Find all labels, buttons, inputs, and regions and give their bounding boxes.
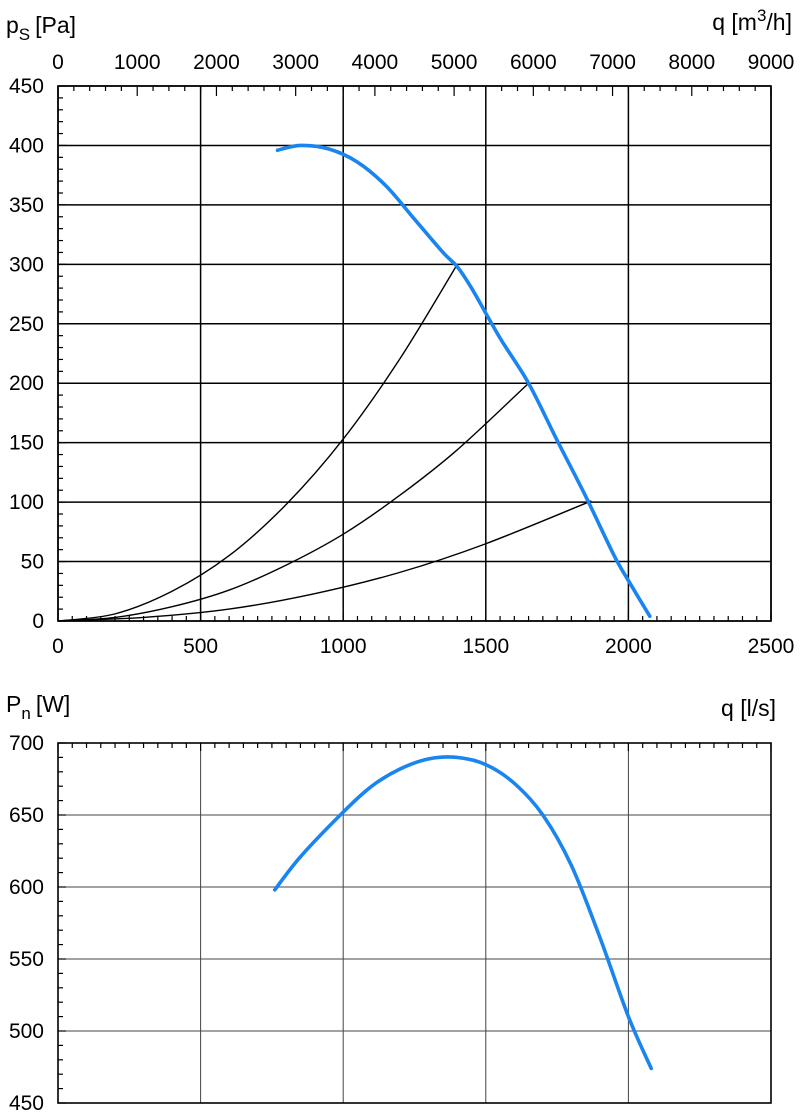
flow-m3h-superscript: 3	[757, 6, 766, 25]
pressure-plot-frame	[57, 85, 772, 622]
pressure-y-tick-label: 100	[9, 491, 44, 514]
flow-ls-tick-label: 1500	[462, 635, 509, 658]
power-curve	[272, 755, 654, 1071]
power-minor-ticks	[57, 742, 772, 1104]
power-grid	[57, 742, 772, 1104]
power-y-tick-labels: 450 500 550 600 650 700	[9, 732, 44, 1112]
flow-ls-tick-label: 0	[52, 635, 64, 658]
pressure-y-tick-label: 450	[9, 75, 44, 98]
pressure-x2-tick-labels: 0 1000 2000 3000 4000 5000 6000 7000 8000 9000	[52, 51, 794, 74]
power-plot-frame	[57, 742, 772, 1104]
pressure-minor-ticks	[57, 85, 772, 622]
flow-m3h-tick-label: 8000	[668, 51, 715, 74]
pressure-y-tick-label: 200	[9, 372, 44, 395]
pressure-y-tick-labels: 0 50 100 150 200 250 300 350 400 450	[9, 75, 44, 633]
pressure-y-tick-label: 300	[9, 253, 44, 276]
power-y-axis-label: Pn [W]	[6, 691, 70, 723]
pressure-y-tick-label: 350	[9, 194, 44, 217]
power-curve-line	[272, 755, 654, 1071]
power-y-symbol: P	[6, 691, 21, 717]
pressure-chart: 0 50 100 150 200 250 300 350 400 450 0 500 1000 1500…	[6, 6, 794, 658]
power-y-tick-label: 500	[9, 1020, 44, 1043]
power-chart: 450 500 550 600 650 700 Pn [W] q [l/s]	[6, 691, 776, 1112]
power-y-tick-label: 550	[9, 948, 44, 971]
power-y-subscript: n	[21, 704, 30, 723]
flow-ls-axis-label: q [l/s]	[721, 695, 776, 721]
flow-m3h-tick-label: 1000	[114, 51, 161, 74]
pressure-y-tick-label: 250	[9, 313, 44, 336]
power-y-unit: [W]	[36, 691, 71, 717]
pressure-y-unit: [Pa]	[35, 12, 76, 38]
flow-ls-tick-label: 2000	[605, 635, 652, 658]
power-y-tick-label: 600	[9, 876, 44, 899]
flow-ls-tick-label: 500	[183, 635, 218, 658]
pressure-y-subscript: S	[19, 25, 30, 44]
flow-m3h-tick-label: 3000	[272, 51, 319, 74]
pressure-y-tick-label: 150	[9, 432, 44, 455]
flow-ls-tick-label: 2500	[748, 635, 795, 658]
power-y-tick-label: 450	[9, 1092, 44, 1112]
flow-m3h-suffix: /h]	[766, 9, 792, 35]
flow-m3h-tick-label: 6000	[510, 51, 557, 74]
pressure-grid	[57, 85, 772, 622]
pressure-system-curve-line	[57, 263, 458, 622]
pressure-x-tick-labels: 0 500 1000 1500 2000 2500	[52, 635, 794, 658]
pressure-y-tick-label: 50	[21, 551, 44, 574]
flow-m3h-tick-label: 2000	[193, 51, 240, 74]
pressure-system-curve-line	[57, 382, 530, 622]
pressure-y-symbol: p	[6, 12, 19, 38]
flow-m3h-tick-label: 7000	[589, 51, 636, 74]
pressure-fan-curve-line	[275, 143, 652, 619]
flow-m3h-axis-label: q [m3/h]	[712, 6, 792, 35]
flow-ls-tick-label: 1000	[320, 635, 367, 658]
flow-m3h-tick-label: 4000	[352, 51, 399, 74]
flow-m3h-tick-label: 5000	[431, 51, 478, 74]
power-y-tick-label: 700	[9, 732, 44, 755]
pressure-y-axis-label: pS [Pa]	[6, 12, 76, 44]
power-y-tick-label: 650	[9, 804, 44, 827]
flow-m3h-tick-label: 0	[52, 51, 64, 74]
pressure-fan-curve	[275, 143, 652, 619]
flow-m3h-tick-label: 9000	[748, 51, 795, 74]
pressure-y-tick-label: 400	[9, 134, 44, 157]
pressure-y-tick-label: 0	[32, 610, 44, 633]
flow-m3h-prefix: q [m	[712, 9, 757, 35]
